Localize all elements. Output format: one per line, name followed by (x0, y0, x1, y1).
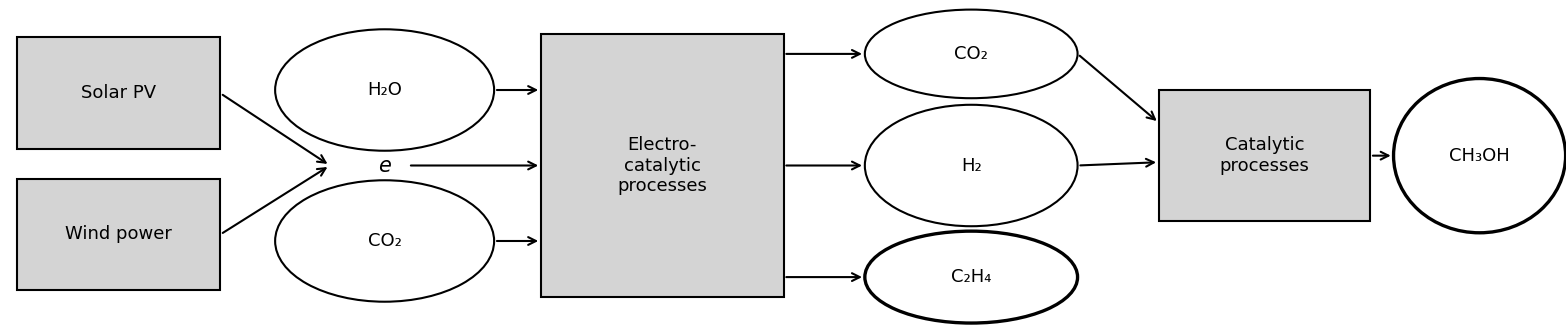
Text: H₂O: H₂O (367, 81, 403, 99)
Text: CO₂: CO₂ (368, 232, 401, 250)
FancyBboxPatch shape (541, 34, 784, 297)
Text: Catalytic
processes: Catalytic processes (1219, 136, 1310, 175)
Ellipse shape (276, 180, 494, 302)
Text: Electro-
catalytic
processes: Electro- catalytic processes (617, 136, 707, 195)
Ellipse shape (276, 29, 494, 151)
Text: CO₂: CO₂ (954, 45, 989, 63)
FancyBboxPatch shape (17, 37, 221, 149)
FancyBboxPatch shape (17, 179, 221, 290)
Text: Solar PV: Solar PV (81, 84, 157, 102)
Ellipse shape (1393, 78, 1565, 233)
Ellipse shape (865, 231, 1078, 323)
Text: H₂: H₂ (961, 157, 981, 174)
FancyBboxPatch shape (1160, 90, 1370, 221)
Text: Wind power: Wind power (66, 225, 172, 243)
Ellipse shape (865, 10, 1078, 98)
Text: C₂H₄: C₂H₄ (951, 268, 992, 286)
Ellipse shape (865, 105, 1078, 226)
Text: CH₃OH: CH₃OH (1449, 147, 1511, 165)
Text: e: e (378, 156, 392, 175)
